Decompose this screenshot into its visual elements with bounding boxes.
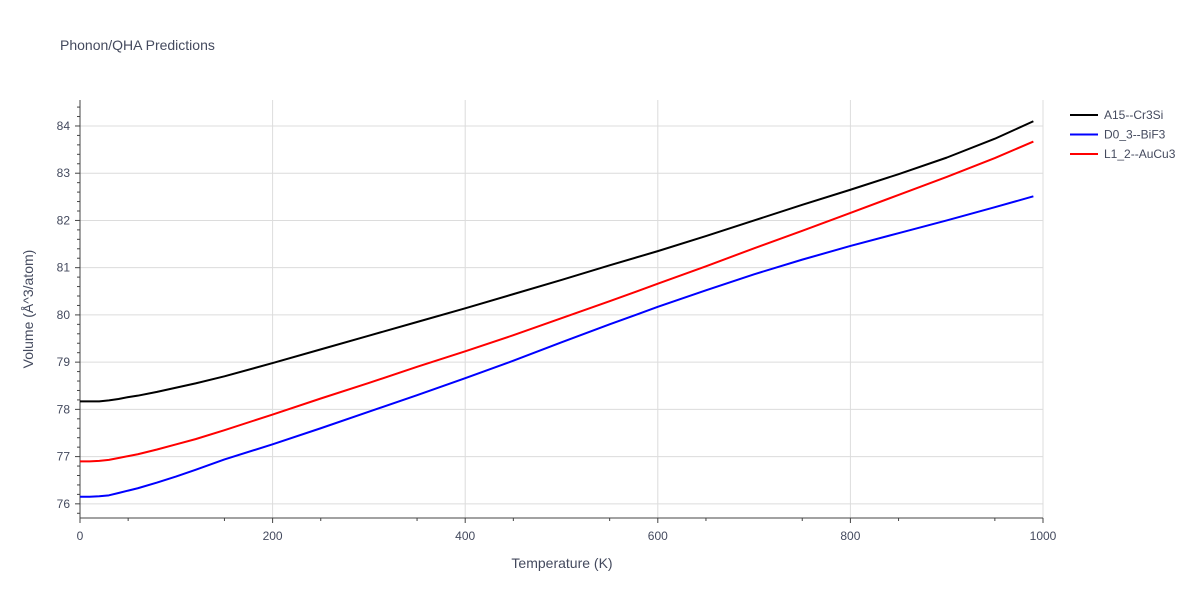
y-tick-label: 79	[57, 355, 71, 369]
y-tick-label: 84	[57, 119, 71, 133]
series-line-1	[80, 195, 1034, 498]
series-line-0	[80, 120, 1034, 403]
y-tick-label: 82	[57, 213, 71, 227]
chart-title: Phonon/QHA Predictions	[60, 37, 215, 53]
x-tick-label: 600	[648, 529, 668, 543]
x-tick-label: 800	[840, 529, 860, 543]
y-tick-label: 80	[57, 308, 71, 322]
y-tick-label: 76	[57, 497, 71, 511]
grid	[80, 100, 1044, 518]
y-tick-label: 78	[57, 402, 71, 416]
x-tick-label: 400	[455, 529, 475, 543]
legend-label-1: D0_3--BiF3	[1104, 128, 1166, 142]
x-tick-label: 0	[77, 529, 84, 543]
axes: 0 200 400 600 800 1000 76 77 78 79 80 81 82 83 84	[57, 100, 1057, 543]
series-line-2	[80, 140, 1034, 463]
y-axis-title: Volume (Å^3/atom)	[20, 250, 36, 369]
x-tick-label: 200	[263, 529, 283, 543]
x-tick-label: 1000	[1030, 529, 1057, 543]
plot-area	[80, 120, 1034, 498]
x-axis-title: Temperature (K)	[511, 555, 612, 571]
legend-label-2: L1_2--AuCu3	[1104, 147, 1176, 161]
y-tick-label: 81	[57, 261, 71, 275]
legend-label-0: A15--Cr3Si	[1104, 108, 1163, 122]
y-tick-label: 77	[57, 450, 71, 464]
legend: A15--Cr3Si D0_3--BiF3 L1_2--AuCu3	[1070, 108, 1176, 161]
y-tick-label: 83	[57, 166, 71, 180]
